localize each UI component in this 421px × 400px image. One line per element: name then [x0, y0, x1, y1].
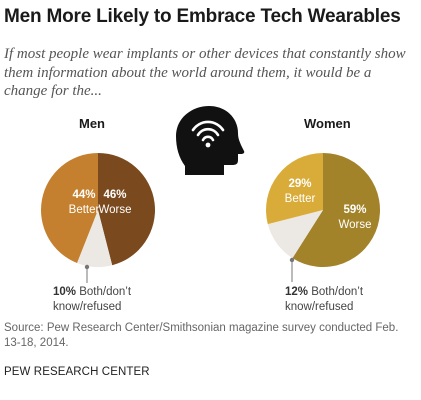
- head-wifi-icon: [176, 106, 245, 175]
- men-other-pct: 10%: [53, 286, 77, 298]
- women-slice-both: [267, 210, 323, 259]
- men-slice-both: [77, 210, 113, 267]
- men-worse-text: Worse: [98, 204, 132, 216]
- men-other-leader-dot: [84, 264, 90, 270]
- women-pie: [266, 153, 380, 267]
- men-better-label: 44% Better: [64, 188, 104, 218]
- men-worse-label: 46% Worse: [93, 188, 137, 218]
- org-name: PEW RESEARCH CENTER: [4, 366, 150, 378]
- women-better-label: 29% Better: [278, 177, 322, 207]
- men-other-text-2: know/refused: [53, 301, 122, 313]
- women-other-leader-dot: [289, 257, 295, 263]
- men-slice-worse: [98, 153, 155, 266]
- men-better-pct: 44%: [72, 189, 96, 201]
- women-better-text: Better: [284, 193, 316, 205]
- women-other-label: 12% Both/don’t know/refused: [285, 285, 405, 315]
- women-worse-pct: 59%: [343, 204, 367, 216]
- men-other-text-1: Both/don’t: [79, 286, 132, 298]
- men-slice-better: [40, 153, 98, 263]
- women-slice-better: [266, 153, 323, 225]
- men-pie: [40, 153, 155, 267]
- women-better-pct: 29%: [288, 178, 312, 190]
- women-other-text-2: know/refused: [285, 301, 354, 313]
- women-slice-worse: [292, 153, 380, 267]
- men-worse-pct: 46%: [103, 189, 127, 201]
- women-pie-title: Women: [304, 116, 351, 131]
- chart-title: Men More Likely to Embrace Tech Wearable…: [4, 6, 401, 27]
- men-other-label: 10% Both/don’t know/refused: [53, 285, 173, 315]
- women-other-text-1: Both/don’t: [311, 286, 364, 298]
- women-worse-text: Worse: [338, 219, 372, 231]
- men-pie-title: Men: [79, 116, 105, 131]
- men-better-text: Better: [68, 204, 100, 216]
- chart-subtitle: If most people wear implants or other de…: [4, 46, 406, 99]
- women-worse-label: 59% Worse: [333, 203, 377, 233]
- source-note: Source: Pew Research Center/Smithsonian …: [4, 322, 399, 349]
- women-other-pct: 12%: [285, 286, 309, 298]
